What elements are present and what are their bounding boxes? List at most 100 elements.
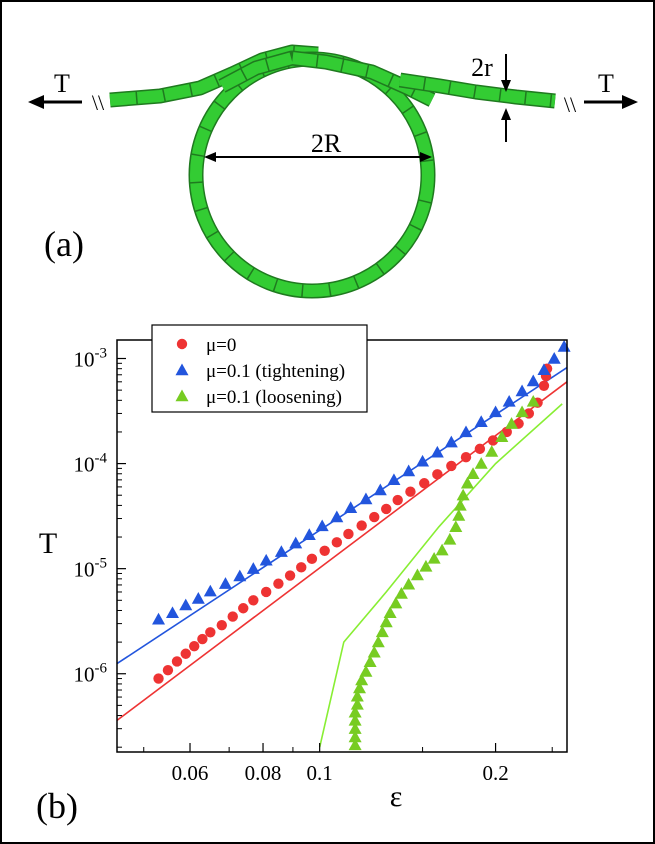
series-2-point [474,457,488,469]
series-0-point [343,528,354,540]
series-1-point [502,394,516,407]
series-2-point [460,476,474,489]
legend-box [151,324,368,413]
x-tick-label: 0.2 [482,761,508,785]
series-0-point [162,665,174,676]
series-2-point [383,606,397,619]
panel-b-label: (b) [36,786,78,826]
series-1-point [203,584,217,597]
series-0-point [538,380,550,391]
series-0-point [319,545,330,556]
series-1-point [302,528,316,541]
y-tick-label: 10-6 [74,661,108,687]
series-0-point [273,578,284,589]
series-1-point [526,374,540,387]
series-2-point [449,520,463,533]
series-2-point [443,532,457,545]
series-1-point [152,612,166,625]
left-tension-label: T [54,69,70,98]
series-2-point [375,625,389,638]
left-tension-arrow [28,95,82,109]
series-2-point [435,543,449,556]
legend-label-0: μ=0 [206,335,236,356]
series-1-point [547,352,561,364]
series-1-point [166,606,180,619]
series-0-point [419,478,430,489]
series-1-point [359,492,373,505]
series-1-point [402,464,416,477]
legend-label-2: μ=0.1 (loosening) [206,387,342,408]
series-1-point [459,425,473,438]
fit-lines [116,366,568,748]
series-0-point [369,511,380,523]
series-0-point [392,494,403,506]
series-2-point [348,730,362,743]
series-1-point [179,598,193,611]
legend: μ=0 μ=0.1 (tightening) μ=0.1 (loosening) [151,324,368,413]
series-1-point [430,445,444,458]
series-2-point [495,430,509,442]
diameter-arrow [204,152,432,162]
series-2-point [348,738,362,751]
legend-symbol-2 [175,389,189,402]
series-2-point [348,722,362,734]
series-2-point [350,697,364,710]
series-0-point [180,648,191,659]
series-2-point [453,498,467,511]
series-1-point [344,501,358,513]
series-1-point [233,569,247,582]
series-0-point [153,673,164,684]
x-axis-label: ε [390,780,403,813]
series-1-point [444,435,458,448]
axis-ticks: 10-6 10-5 10-4 10-3 0.06 0.08 0.1 0.2 [74,346,553,785]
series-1-point [416,454,430,467]
series-1-point [315,519,329,532]
series-2-point [350,689,364,702]
series-1-point [489,405,503,418]
thickness-arrows [501,54,511,142]
panel-a: T \\ T \\ 2R 2r (a) [28,44,638,299]
series-1-point [537,363,551,376]
series-1-point [373,483,387,496]
series-2-point [427,551,441,564]
series-0-point [238,603,249,614]
series-1-point [191,592,205,604]
series-1-point [474,415,488,427]
series-0-point [460,452,472,463]
series-0-point [306,553,318,565]
knot-rope [109,44,556,299]
panel-b: 10-610-510-410-30.06 0.08 0.1 0.2 T ε μ=0μ=… [36,324,571,826]
legend-symbol-1 [175,363,189,376]
series-2-point [526,394,540,407]
left-break-mark: \\ [92,90,105,115]
series-0-point [356,520,367,531]
thickness-label: 2r [471,53,493,82]
x-tick-label: 0.08 [245,761,282,785]
series-0-point [260,586,272,598]
series-2-point [355,673,369,686]
series-0-point [205,627,216,638]
series-1-point [515,384,529,397]
series-2-point [348,713,362,726]
series-2-point [410,568,424,581]
series-2-point [348,705,362,718]
series-0-point [197,633,208,645]
y-tick-label: 10-3 [74,346,108,372]
series-0-point [446,460,457,472]
series-2-point [456,488,470,501]
right-tension-label: T [598,69,614,98]
series-2-point [367,645,381,658]
legend-symbol-0 [176,338,188,350]
series-2-point [419,559,433,572]
series-2-point [485,445,499,457]
series-0-point [331,537,343,548]
series-2-point [515,405,529,418]
series-1-point [246,562,260,574]
x-tick-label: 0.1 [307,761,333,785]
panel-a-label: (a) [44,224,84,264]
series-2-point [371,635,385,648]
series-2-point [394,587,408,599]
series-2-point [452,509,466,521]
